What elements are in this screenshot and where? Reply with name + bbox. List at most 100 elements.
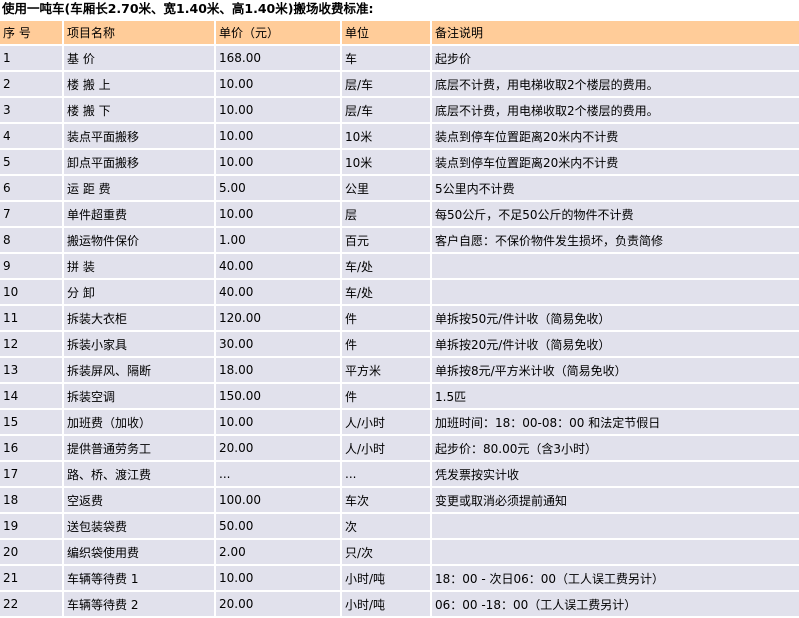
- cell-remarks: 1.5匹: [432, 384, 799, 408]
- cell-unit: 平方米: [342, 358, 430, 382]
- table-header-row: 序 号 项目名称 单价（元） 单位 备注说明: [0, 21, 799, 44]
- header-index: 序 号: [0, 21, 62, 44]
- cell-item-name: 基 价: [64, 46, 214, 70]
- cell-item-name: 拆装小家具: [64, 332, 214, 356]
- table-row: 20 编织袋使用费 2.00 只/次: [0, 540, 799, 564]
- cell-unit-price: 10.00: [216, 124, 340, 148]
- table-row: 12 拆装小家具 30.00 件单拆按20元/件计收（简易免收）: [0, 332, 799, 356]
- cell-item-name: 拆装屏风、隔断: [64, 358, 214, 382]
- cell-unit-price: 40.00: [216, 280, 340, 304]
- table-row: 22 车辆等待费 2 20.00 小时/吨 06：00 -18：00（工人误工费另计）: [0, 592, 799, 616]
- table-row: 21 车辆等待费 1 10.00 小时/吨 18：00 - 次日06：00（工人误工费另…: [0, 566, 799, 590]
- cell-index: 4: [0, 124, 62, 148]
- cell-unit-price: 10.00: [216, 566, 340, 590]
- cell-index: 12: [0, 332, 62, 356]
- table-row: 14 拆装空调 150.00 件 1.5匹: [0, 384, 799, 408]
- cell-unit-price: 40.00: [216, 254, 340, 278]
- cell-index: 16: [0, 436, 62, 460]
- cell-unit: 人/小时: [342, 410, 430, 434]
- cell-unit-price: 50.00: [216, 514, 340, 538]
- cell-item-name: 车辆等待费 2: [64, 592, 214, 616]
- cell-item-name: 送包装袋费: [64, 514, 214, 538]
- cell-remarks: 06：00 -18：00（工人误工费另计）: [432, 592, 799, 616]
- cell-item-name: 提供普通劳务工: [64, 436, 214, 460]
- table-row: 19 送包装袋费 50.00 次: [0, 514, 799, 538]
- cell-unit: 小时/吨: [342, 592, 430, 616]
- cell-remarks: 每50公斤，不足50公斤的物件不计费: [432, 202, 799, 226]
- cell-index: 13: [0, 358, 62, 382]
- cell-item-name: 卸点平面搬移: [64, 150, 214, 174]
- cell-unit-price: 10.00: [216, 410, 340, 434]
- cell-unit-price: 10.00: [216, 98, 340, 122]
- cell-remarks: [432, 514, 799, 538]
- page-title: 使用一吨车(车厢长2.70米、宽1.40米、高1.40米)搬场收费标准:: [2, 1, 374, 16]
- cell-unit: 车/处: [342, 280, 430, 304]
- cell-remarks: 装点到停车位置距离20米内不计费: [432, 124, 799, 148]
- cell-unit-price: 168.00: [216, 46, 340, 70]
- cell-index: 15: [0, 410, 62, 434]
- cell-remarks: 凭发票按实计收: [432, 462, 799, 486]
- cell-unit-price: 100.00: [216, 488, 340, 512]
- cell-unit: 只/次: [342, 540, 430, 564]
- cell-remarks: 加班时间：18：00-08：00 和法定节假日: [432, 410, 799, 434]
- cell-remarks: 18：00 - 次日06：00（工人误工费另计）: [432, 566, 799, 590]
- table-row: 8 搬运物件保价 1.00 百元 客户自愿：不保价物件发生损坏，负责简修: [0, 228, 799, 252]
- cell-unit: 10米: [342, 124, 430, 148]
- cell-unit-price: 10.00: [216, 202, 340, 226]
- cell-index: 2: [0, 72, 62, 96]
- header-unit-price: 单价（元）: [216, 21, 340, 44]
- header-item-name: 项目名称: [64, 21, 214, 44]
- cell-remarks: 5公里内不计费: [432, 176, 799, 200]
- cell-unit-price: 10.00: [216, 72, 340, 96]
- table-row: 17 路、桥、渡江费...... 凭发票按实计收: [0, 462, 799, 486]
- cell-index: 20: [0, 540, 62, 564]
- cell-index: 8: [0, 228, 62, 252]
- cell-unit-price: ...: [216, 462, 340, 486]
- cell-unit-price: 20.00: [216, 436, 340, 460]
- cell-index: 7: [0, 202, 62, 226]
- cell-index: 6: [0, 176, 62, 200]
- table-row: 15 加班费（加收） 10.00 人/小时 加班时间：18：00-08：00 和法定节假…: [0, 410, 799, 434]
- cell-unit: ...: [342, 462, 430, 486]
- header-unit: 单位: [342, 21, 430, 44]
- cell-unit: 层/车: [342, 98, 430, 122]
- cell-unit: 百元: [342, 228, 430, 252]
- cell-remarks: 底层不计费，用电梯收取2个楼层的费用。: [432, 98, 799, 122]
- cell-unit: 人/小时: [342, 436, 430, 460]
- cell-index: 18: [0, 488, 62, 512]
- cell-unit-price: 20.00: [216, 592, 340, 616]
- cell-index: 17: [0, 462, 62, 486]
- cell-item-name: 拼 装: [64, 254, 214, 278]
- cell-remarks: 起步价: [432, 46, 799, 70]
- table-row: 5 卸点平面搬移 10.00 10米 装点到停车位置距离20米内不计费: [0, 150, 799, 174]
- cell-unit: 车/处: [342, 254, 430, 278]
- header-remarks: 备注说明: [432, 21, 799, 44]
- cell-remarks: 单拆按20元/件计收（简易免收）: [432, 332, 799, 356]
- cell-item-name: 加班费（加收）: [64, 410, 214, 434]
- cell-remarks: 单拆按50元/件计收（简易免收）: [432, 306, 799, 330]
- cell-unit: 小时/吨: [342, 566, 430, 590]
- cell-unit: 件: [342, 332, 430, 356]
- cell-item-name: 拆装大衣柜: [64, 306, 214, 330]
- table-row: 4 装点平面搬移 10.00 10米 装点到停车位置距离20米内不计费: [0, 124, 799, 148]
- table-row: 16 提供普通劳务工 20.00 人/小时 起步价：80.00元（含3小时）: [0, 436, 799, 460]
- cell-remarks: 起步价：80.00元（含3小时）: [432, 436, 799, 460]
- cell-unit: 件: [342, 306, 430, 330]
- cell-item-name: 单件超重费: [64, 202, 214, 226]
- table-row: 11 拆装大衣柜 120.00 件单拆按50元/件计收（简易免收）: [0, 306, 799, 330]
- cell-unit: 车次: [342, 488, 430, 512]
- cell-unit: 次: [342, 514, 430, 538]
- cell-unit: 10米: [342, 150, 430, 174]
- cell-remarks: [432, 254, 799, 278]
- cell-unit-price: 30.00: [216, 332, 340, 356]
- cell-index: 5: [0, 150, 62, 174]
- cell-index: 11: [0, 306, 62, 330]
- cell-item-name: 拆装空调: [64, 384, 214, 408]
- cell-item-name: 装点平面搬移: [64, 124, 214, 148]
- cell-unit-price: 10.00: [216, 150, 340, 174]
- cell-index: 1: [0, 46, 62, 70]
- cell-unit-price: 1.00: [216, 228, 340, 252]
